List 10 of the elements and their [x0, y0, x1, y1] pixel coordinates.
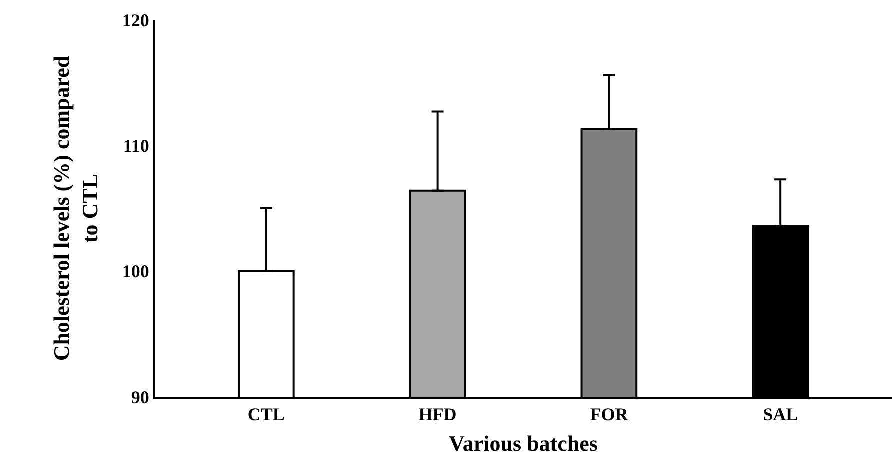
x-tick-label: FOR [590, 404, 630, 425]
y-tick-label: 100 [122, 262, 150, 282]
x-axis-title: Various batches [449, 431, 598, 456]
x-tick-label: HFD [418, 404, 457, 425]
y-tick-label: 90 [131, 387, 150, 408]
y-tick-label: 110 [123, 136, 150, 156]
y-tick-label: 120 [122, 10, 150, 30]
x-tick-label: CTL [248, 404, 285, 425]
y-axis-title: Cholesterol levels (%) compared to CTL [49, 56, 103, 362]
x-tick-label: SAL [763, 404, 798, 425]
